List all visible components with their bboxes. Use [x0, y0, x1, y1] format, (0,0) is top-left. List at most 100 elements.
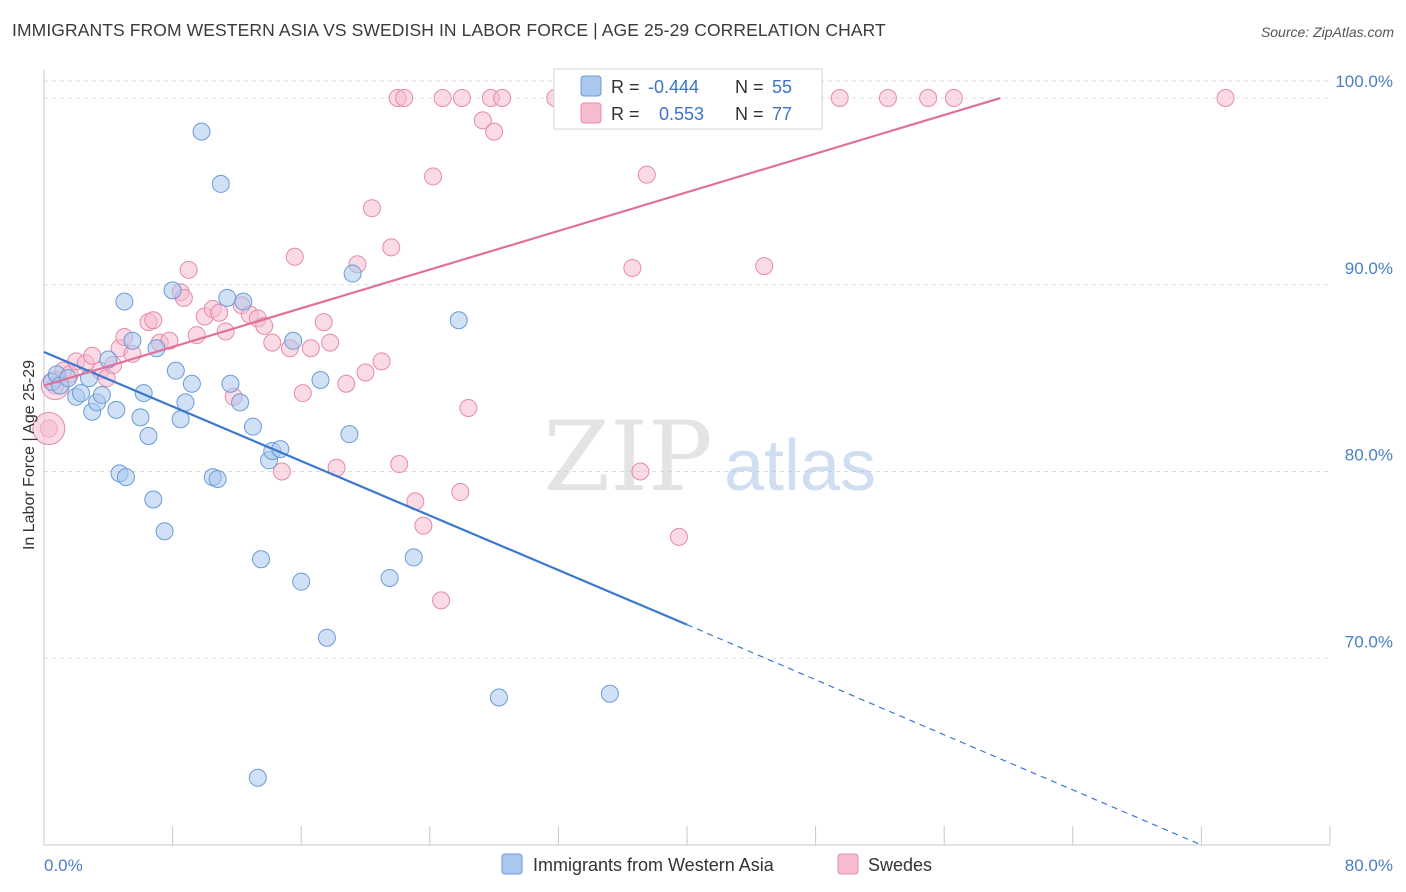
- legend-swatch-western-asia: [501, 853, 523, 875]
- swedes-point-56: [395, 89, 414, 108]
- swedes-point-23: [210, 303, 229, 322]
- swedes-point-48: [424, 167, 443, 186]
- y-tick-labels: 70.0% 80.0% 90.0% 100.0%: [1335, 72, 1393, 651]
- grid-lines: [44, 80, 1330, 659]
- source-label: Source: ZipAtlas.com: [1260, 24, 1394, 40]
- swedes-point-47: [414, 516, 433, 535]
- western-asia-point-33: [252, 550, 271, 569]
- western-asia-point-31: [234, 292, 253, 311]
- swedes-point-36: [314, 313, 333, 332]
- western-asia-point-41: [340, 425, 359, 444]
- swedes-point-74: [944, 89, 963, 108]
- series-western-asia-points: [43, 122, 619, 787]
- western-asia-point-42: [343, 264, 362, 283]
- legend-r-label-pink: R =: [611, 104, 640, 124]
- series-swedes-points: [32, 89, 1235, 610]
- swedes-point-35: [301, 339, 320, 358]
- western-asia-point-19: [163, 281, 182, 300]
- western-asia-point-20: [166, 361, 185, 380]
- western-asia-point-48: [248, 768, 267, 787]
- swedes-point-64: [631, 462, 650, 481]
- swedes-point-72: [878, 89, 897, 108]
- western-asia-point-9: [92, 385, 111, 404]
- legend-swatch-swedes: [837, 853, 859, 875]
- swedes-point-30: [263, 333, 282, 352]
- y-tick-label-0: 70.0%: [1345, 632, 1393, 651]
- legend-n-value-blue: 55: [772, 77, 792, 97]
- y-tick-label-3: 100.0%: [1335, 72, 1393, 91]
- western-asia-point-29: [221, 374, 240, 393]
- swedes-point-37: [321, 333, 340, 352]
- western-asia-point-40: [317, 628, 336, 647]
- swedes-point-45: [390, 455, 409, 474]
- swedes-point-41: [356, 363, 375, 382]
- series-legend: Immigrants from Western Asia Swedes: [501, 853, 932, 875]
- western-asia-point-43: [380, 568, 399, 587]
- western-asia-point-18: [155, 522, 174, 541]
- swedes-point-large: [32, 412, 66, 446]
- swedes-point-39: [337, 374, 356, 393]
- western-asia-point-27: [211, 174, 230, 193]
- swedes-point-51: [459, 399, 478, 418]
- y-tick-label-1: 80.0%: [1345, 446, 1393, 465]
- chart-title: IMMIGRANTS FROM WESTERN ASIA VS SWEDISH …: [12, 20, 886, 40]
- watermark-atlas: atlas: [724, 426, 876, 506]
- legend-label-swedes: Swedes: [868, 855, 932, 875]
- western-asia-point-28: [218, 288, 237, 307]
- western-asia-point-26: [208, 469, 227, 488]
- swedes-point-44: [382, 238, 401, 257]
- western-asia-point-47: [600, 684, 619, 703]
- legend-swatch-blue: [580, 75, 602, 97]
- western-asia-point-46: [489, 688, 508, 707]
- swedes-point-73: [919, 89, 938, 108]
- western-asia-point-12: [115, 292, 134, 311]
- western-asia-point-14: [131, 408, 150, 427]
- legend-n-label-pink: N =: [735, 104, 764, 124]
- watermark-zip: ZIP: [543, 401, 712, 513]
- western-asia-point-16: [139, 427, 158, 446]
- western-asia-point-44: [404, 548, 423, 567]
- trend-line-western-asia: [43, 350, 688, 626]
- legend-label-western-asia: Immigrants from Western Asia: [533, 855, 775, 875]
- swedes-point-71: [830, 89, 849, 108]
- x-tick-label-1: 80.0%: [1345, 856, 1393, 875]
- swedes-point-59: [493, 89, 512, 108]
- legend-n-label-blue: N =: [735, 77, 764, 97]
- western-asia-point-5: [71, 384, 90, 403]
- swedes-point-65: [669, 527, 688, 546]
- swedes-point-53: [485, 122, 504, 141]
- legend-r-label-blue: R =: [611, 77, 640, 97]
- swedes-point-14: [144, 311, 163, 330]
- western-asia-point-30: [231, 393, 250, 412]
- x-tick-labels: 0.0% 80.0%: [44, 856, 1393, 875]
- swedes-point-52: [473, 111, 492, 130]
- western-asia-point-50: [116, 468, 135, 487]
- watermark: ZIP atlas: [543, 401, 876, 513]
- swedes-point-63: [637, 165, 656, 184]
- western-asia-point-24: [192, 122, 211, 141]
- swedes-point-75: [623, 258, 642, 277]
- swedes-point-6: [83, 346, 102, 365]
- legend-swatch-pink: [580, 102, 602, 124]
- western-asia-point-38: [292, 572, 311, 591]
- swedes-point-31: [272, 462, 291, 481]
- legend-r-value-pink: 0.553: [659, 104, 704, 124]
- western-asia-point-45: [449, 311, 468, 330]
- western-asia-point-10: [99, 350, 118, 369]
- y-axis-label: In Labor Force | Age 25-29: [21, 360, 38, 550]
- swedes-point-43: [372, 352, 391, 371]
- western-asia-point-51: [144, 490, 163, 509]
- swedes-point-54: [433, 89, 452, 108]
- western-asia-point-23: [182, 374, 201, 393]
- trend-line-swedes: [43, 96, 1001, 387]
- swedes-point-69: [755, 257, 774, 276]
- western-asia-point-39: [311, 371, 330, 389]
- swedes-point-49: [432, 591, 451, 610]
- swedes-point-57: [452, 89, 471, 108]
- x-tick-label-0: 0.0%: [44, 856, 83, 875]
- western-asia-point-13: [123, 331, 142, 350]
- axes: [43, 70, 1331, 846]
- western-asia-point-11: [107, 400, 126, 419]
- swedes-point-42: [362, 199, 381, 218]
